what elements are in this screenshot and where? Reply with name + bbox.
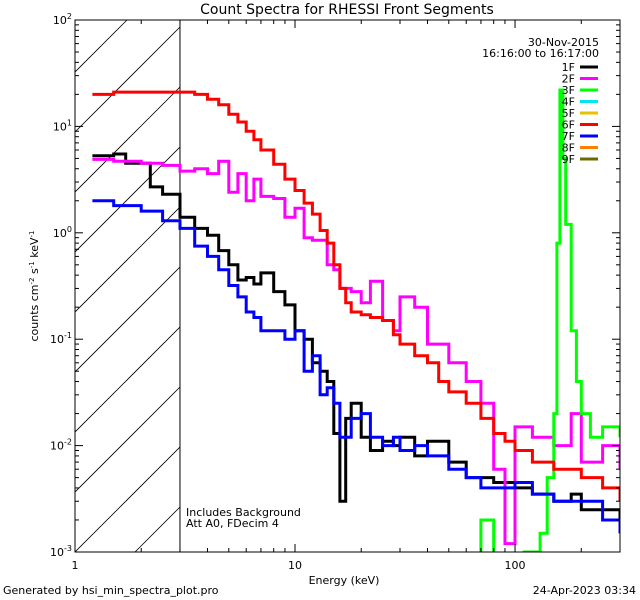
legend-label-3F: 3F [562,84,575,97]
note-background: Includes Background [186,506,301,519]
legend-label-8F: 8F [562,142,575,155]
generator-note: Generated by hsi_min_spectra_plot.pro [3,584,219,597]
hatch-line [75,20,188,133]
time-range-label: 16:16:00 to 16:17:00 [482,47,599,60]
x-tick-label: 1 [72,559,79,572]
y-tick-label: 101 [53,118,72,133]
hatch-line [0,20,7,552]
legend-label-1F: 1F [562,61,575,74]
y-axis-label: counts cm-2 s-1 keV-1 [28,231,41,342]
legend-label-7F: 7F [562,130,575,143]
legend-label-6F: 6F [562,119,575,132]
plot-frame [74,19,621,553]
series-line-6F [92,90,620,502]
axis-ticks: 1 10 100 10-3 10-2 10-1 100 101 102 [50,12,621,572]
y-tick-label: 100 [53,225,72,240]
chart-title: Count Spectra for RHESSI Front Segments [200,2,494,18]
series-line-3F [479,88,620,552]
series-group [92,88,620,552]
date-label: 30-Nov-2015 [528,36,599,49]
x-tick-label: 10 [288,559,302,572]
hatch-line [75,20,128,73]
hatch-line [75,20,248,193]
x-tick-label: 100 [505,559,526,572]
note-attenuator: Att A0, FDecim 4 [186,517,279,530]
y-tick-label: 10-3 [50,544,72,559]
y-tick-label: 10-1 [50,331,72,346]
x-axis-label: Energy (keV) [309,574,380,587]
legend-label-4F: 4F [562,96,575,109]
y-tick-label: 10-2 [50,438,72,453]
excluded-region-hatch [0,20,620,552]
series-line-7F [92,199,620,534]
y-tick-label: 102 [53,12,72,27]
legend-label-2F: 2F [562,73,575,86]
legend-label-9F: 9F [562,153,575,166]
footer-timestamp: 24-Apr-2023 03:34 [532,584,636,597]
legend-label-5F: 5F [562,107,575,120]
